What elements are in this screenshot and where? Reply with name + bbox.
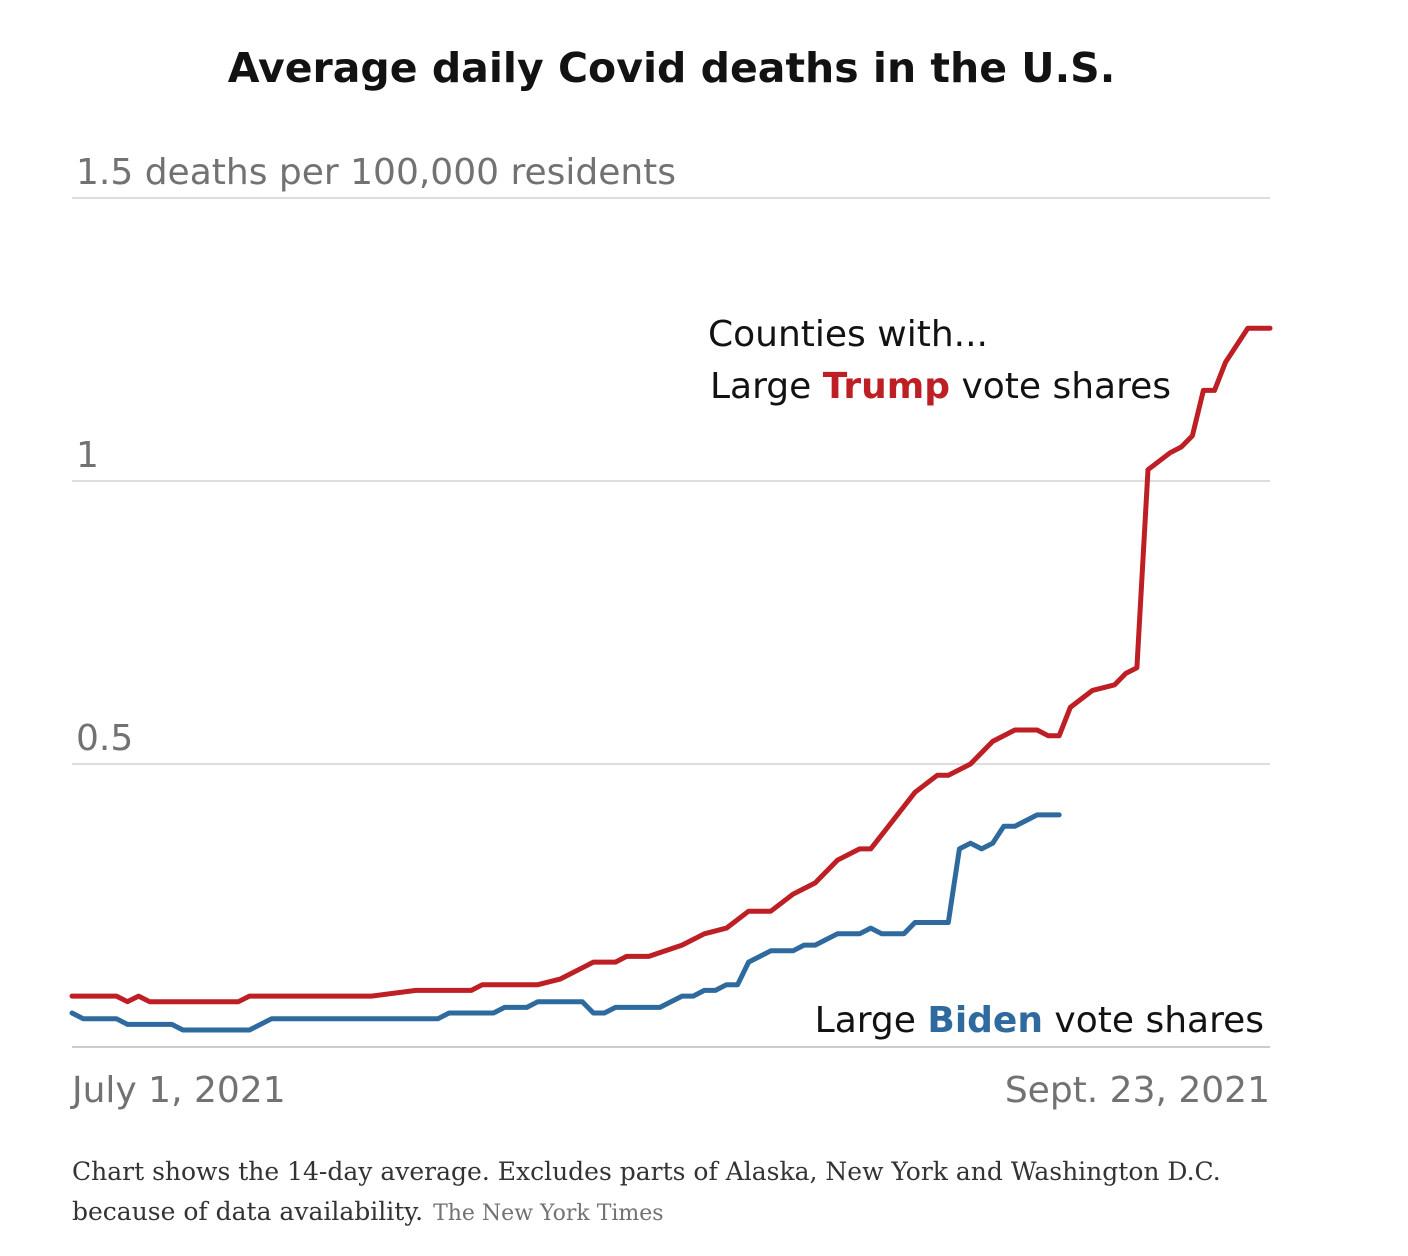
y-tick-labels: 0.5 1 1.5 deaths per 100,000 residents bbox=[76, 152, 676, 759]
annotation-trump: Large Trump vote shares bbox=[710, 366, 1171, 407]
series-lines bbox=[69, 325, 1273, 1033]
footnote-text: Chart shows the 14-day average. Excludes… bbox=[72, 1157, 1221, 1226]
x-tick-label-start: July 1, 2021 bbox=[70, 1070, 286, 1111]
annotation-biden-prefix: Large bbox=[815, 1000, 928, 1041]
y-tick-label-1-5: 1.5 deaths per 100,000 residents bbox=[76, 152, 676, 193]
chart-title: Average daily Covid deaths in the U.S. bbox=[227, 44, 1116, 92]
series-line-trump bbox=[69, 325, 1273, 1005]
series-line-biden bbox=[69, 812, 1062, 1033]
source-credit: The New York Times bbox=[433, 1201, 664, 1226]
gridlines bbox=[72, 197, 1270, 1048]
annotation-biden-emph: Biden bbox=[927, 1000, 1043, 1041]
chart-svg: 0.5 1 1.5 deaths per 100,000 residents Jul… bbox=[69, 152, 1273, 1111]
y-tick-label-0-5: 0.5 bbox=[76, 718, 133, 759]
annotation-biden-suffix: vote shares bbox=[1043, 1000, 1264, 1041]
annotation-biden: Large Biden vote shares bbox=[815, 1000, 1264, 1041]
x-tick-labels: July 1, 2021 Sept. 23, 2021 bbox=[70, 1070, 1270, 1111]
y-tick-label-1: 1 bbox=[76, 435, 99, 476]
annotation-trump-prefix: Large bbox=[710, 366, 823, 407]
footnote: Chart shows the 14-day average. Excludes… bbox=[72, 1152, 1272, 1234]
annotation-trump-suffix: vote shares bbox=[950, 366, 1171, 407]
annotation-counties-with: Counties with... bbox=[708, 314, 988, 355]
x-tick-label-end: Sept. 23, 2021 bbox=[1005, 1070, 1270, 1111]
annotation-trump-emph: Trump bbox=[823, 366, 950, 407]
